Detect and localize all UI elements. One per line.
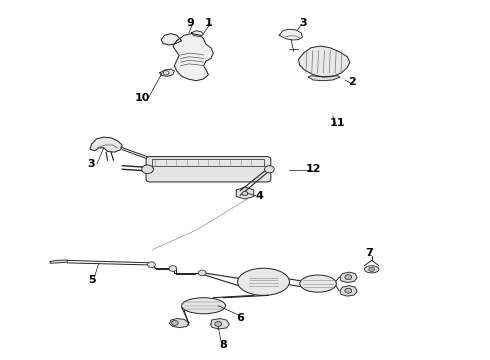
Text: 1: 1 xyxy=(205,18,212,28)
Polygon shape xyxy=(192,31,203,36)
Polygon shape xyxy=(236,187,254,199)
Polygon shape xyxy=(279,29,302,40)
Text: 3: 3 xyxy=(300,18,307,28)
Text: 6: 6 xyxy=(236,312,244,323)
Circle shape xyxy=(215,321,221,327)
Circle shape xyxy=(345,275,352,280)
Text: 7: 7 xyxy=(366,248,373,258)
Polygon shape xyxy=(90,137,122,152)
Text: 5: 5 xyxy=(88,275,96,285)
Polygon shape xyxy=(340,286,357,296)
Text: 8: 8 xyxy=(219,340,227,350)
Ellipse shape xyxy=(182,298,225,314)
Polygon shape xyxy=(160,69,174,76)
Polygon shape xyxy=(152,159,265,166)
Polygon shape xyxy=(161,33,182,45)
Circle shape xyxy=(163,71,169,75)
Polygon shape xyxy=(173,33,213,81)
Polygon shape xyxy=(211,319,229,329)
Polygon shape xyxy=(50,260,67,263)
Circle shape xyxy=(198,270,206,276)
Text: 9: 9 xyxy=(187,18,195,28)
Text: 10: 10 xyxy=(135,93,150,103)
Polygon shape xyxy=(340,272,357,283)
Circle shape xyxy=(147,262,155,267)
Polygon shape xyxy=(170,319,189,328)
Circle shape xyxy=(345,288,352,293)
Ellipse shape xyxy=(238,268,290,296)
Circle shape xyxy=(172,320,178,325)
Polygon shape xyxy=(298,46,350,77)
Circle shape xyxy=(265,166,274,173)
Circle shape xyxy=(242,192,248,196)
Ellipse shape xyxy=(365,266,379,273)
Circle shape xyxy=(169,266,177,271)
Ellipse shape xyxy=(300,275,336,292)
Circle shape xyxy=(142,165,153,174)
Text: 12: 12 xyxy=(305,164,321,174)
Text: 2: 2 xyxy=(348,77,356,87)
Polygon shape xyxy=(308,76,340,81)
Text: 11: 11 xyxy=(330,118,345,128)
FancyBboxPatch shape xyxy=(146,157,271,182)
Circle shape xyxy=(369,267,374,271)
Text: 3: 3 xyxy=(88,159,96,169)
Text: 4: 4 xyxy=(256,191,264,201)
